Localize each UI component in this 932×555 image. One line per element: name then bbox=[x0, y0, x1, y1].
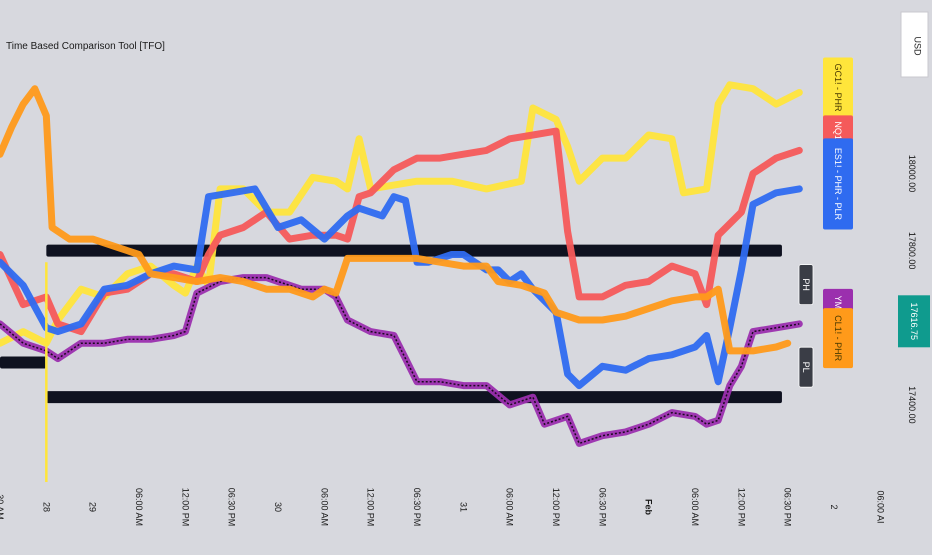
x-tick-label: 30 bbox=[273, 502, 283, 512]
x-tick-label: 06:00 AM bbox=[319, 488, 329, 526]
x-tick-label: 30 AM bbox=[0, 494, 5, 520]
x-tick-label: 06:30 PM bbox=[227, 488, 237, 527]
x-tick-label: 06:30 PM bbox=[412, 488, 422, 527]
x-tick-label: 31 bbox=[458, 502, 468, 512]
series-tag-text-gc: GC1! - PHR bbox=[833, 64, 843, 113]
current-price-label: 17616.75 bbox=[909, 303, 919, 341]
x-tick-label: 06:00 AM bbox=[690, 488, 700, 526]
x-tick-label: 29 bbox=[88, 502, 98, 512]
currency-label: USD bbox=[913, 36, 923, 56]
level-line-prior-2 bbox=[0, 356, 47, 369]
level-tag-pl bbox=[798, 346, 814, 388]
series-line-ym-core bbox=[0, 276, 800, 445]
x-tick-label: 06:00 AM bbox=[505, 488, 515, 526]
series-tag-text-es: ES1! - PHR - PLR bbox=[833, 148, 843, 221]
x-tick-label: 12:00 PM bbox=[180, 488, 190, 527]
x-tick-label: 12:00 PM bbox=[736, 488, 746, 527]
series-line-cl bbox=[0, 85, 792, 355]
y-tick-label: 18000.00 bbox=[907, 155, 917, 193]
x-tick-label: 06:00 AM bbox=[134, 488, 144, 526]
level-tag-text-ph: PH bbox=[801, 278, 811, 291]
x-tick-label: 12:00 PM bbox=[551, 488, 561, 527]
x-tick-label: 06:30 PM bbox=[597, 488, 607, 527]
x-tick-label: 2 bbox=[829, 504, 839, 509]
current-price-badge bbox=[898, 295, 930, 348]
chart-title: Time Based Comparison Tool [TFO] bbox=[6, 41, 165, 52]
x-tick-label: Feb bbox=[644, 499, 654, 516]
level-tag-text-pl: PL bbox=[801, 362, 811, 373]
level-line-pl bbox=[46, 391, 782, 404]
y-tick-label: 17400.00 bbox=[907, 386, 917, 424]
x-tick-label: 12:00 PM bbox=[366, 488, 376, 527]
x-tick-label: 28 bbox=[41, 502, 51, 512]
series-tag-cl bbox=[823, 308, 853, 369]
x-tick-label: 06:00 AI bbox=[875, 490, 885, 523]
x-tick-label: 06:30 PM bbox=[783, 488, 793, 527]
currency-badge bbox=[900, 11, 929, 78]
y-tick-label: 17800.00 bbox=[907, 232, 917, 270]
series-tag-text-cl: CL1! - PHR bbox=[833, 315, 843, 362]
series-tag-es bbox=[823, 138, 853, 230]
level-tag-ph bbox=[798, 264, 814, 306]
series-tag-gc bbox=[823, 57, 853, 118]
